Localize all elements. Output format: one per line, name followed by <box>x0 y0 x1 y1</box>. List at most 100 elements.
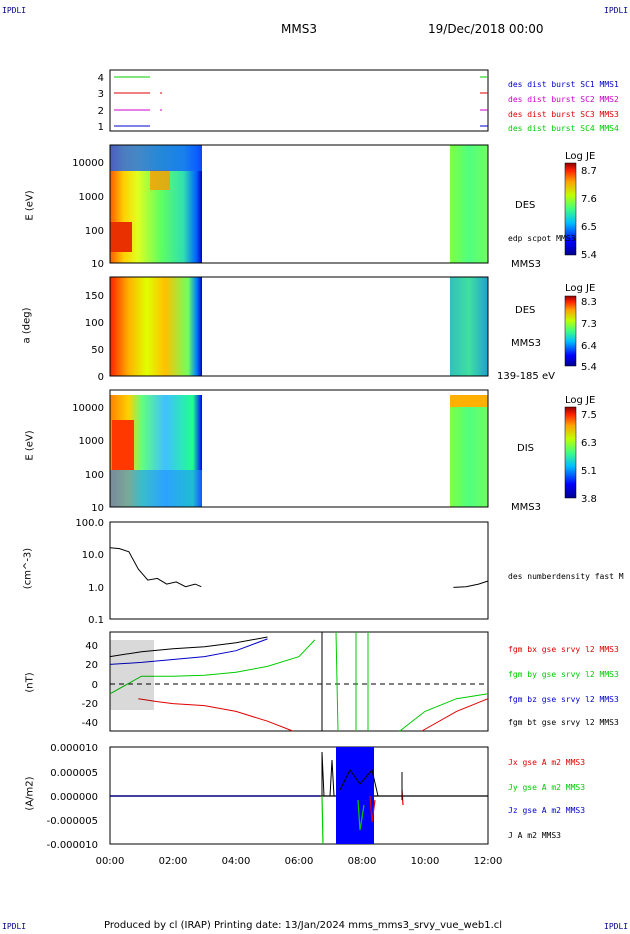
dis-energy-ytick-100: 100 <box>85 470 104 481</box>
density-line-late <box>453 580 489 588</box>
current-legend-j: J A m2 MMS3 <box>508 831 561 840</box>
time-tick-0800: 08:00 <box>348 856 377 867</box>
des-energy-cbar-tick-3: 5.4 <box>581 250 597 261</box>
des-pitch-ytick-50: 50 <box>91 345 104 356</box>
bfield-ytick-m20: -20 <box>82 699 98 710</box>
dis-energy-cbar-tick-2: 5.1 <box>581 466 597 477</box>
des-energy-cbar-tick-1: 7.6 <box>581 194 597 205</box>
density-line-early <box>109 547 202 588</box>
des-energy-cbar-tick-2: 6.5 <box>581 222 597 233</box>
des-pitch-panel: 0 50 100 150 <box>85 276 577 383</box>
des-pitch-ytick-100: 100 <box>85 318 104 329</box>
time-tick-0200: 02:00 <box>159 856 188 867</box>
des-energy-ytick-10: 10 <box>91 259 104 270</box>
dis-energy-late-top <box>450 395 488 407</box>
bfield-ytick-0: 0 <box>92 680 98 691</box>
dis-energy-low-band <box>110 470 202 507</box>
des-pitch-colorbar <box>564 295 577 367</box>
current-panel: -0.000010 -0.000005 0.000000 0.000005 0.… <box>47 743 489 851</box>
burst-ytick-3: 3 <box>98 89 104 100</box>
spacecraft-title: MMS3 <box>281 22 317 36</box>
dis-energy-cbar-tick-1: 6.3 <box>581 438 597 449</box>
des-pitch-ylabel: a (deg) <box>21 307 33 344</box>
density-ytick-0.1: 0.1 <box>88 615 104 626</box>
des-pitch-spectrogram <box>110 277 202 376</box>
time-tick-1000: 10:00 <box>411 856 440 867</box>
dis-energy-cbar-tick-3: 3.8 <box>581 494 597 505</box>
dis-energy-label: DIS <box>517 443 534 454</box>
burst-legend-mms2: des dist burst SC2 MMS2 <box>508 95 619 104</box>
bfield-line-bx <box>138 698 293 732</box>
des-pitch-late-interval <box>450 277 488 376</box>
bfield-legend-bz: fgm bz gse srvy l2 MMS3 <box>508 695 619 704</box>
bfield-legend-bx: fgm bx gse srvy l2 MMS3 <box>508 645 619 654</box>
des-energy-sc-label: MMS3 <box>511 259 541 270</box>
current-ytick-5: 0.000005 <box>50 768 98 779</box>
des-pitch-sc-label: MMS3 <box>511 338 541 349</box>
des-energy-label: DES <box>515 200 536 211</box>
des-pitch-ytick-0: 0 <box>98 372 104 383</box>
des-energy-ytick-100: 100 <box>85 226 104 237</box>
des-pitch-frame <box>109 276 489 377</box>
time-tick-0600: 06:00 <box>285 856 314 867</box>
bfield-line-by <box>109 639 316 695</box>
density-ytick-100: 100.0 <box>75 518 104 529</box>
dis-energy-cbar-tick-0: 7.5 <box>581 410 597 421</box>
bfield-line-bx-recover <box>421 698 489 732</box>
dis-energy-frame <box>109 389 489 508</box>
des-energy-frame <box>109 144 489 264</box>
current-ytick-10: 0.000010 <box>50 743 98 754</box>
bfield-ytick-40: 40 <box>85 641 98 652</box>
bfield-legend-by: fgm by gse srvy l2 MMS3 <box>508 670 619 679</box>
dis-energy-late-interval <box>450 395 488 507</box>
current-j-spikes <box>321 751 379 797</box>
burst-panel: 1 2 3 4 <box>98 69 489 133</box>
des-pitch-cbar-tick-1: 7.3 <box>581 319 597 330</box>
bfield-ytick-m40: -40 <box>82 718 98 729</box>
des-energy-cbar-tick-0: 8.7 <box>581 166 597 177</box>
current-legend-jx: Jx gse A m2 MMS3 <box>508 758 586 767</box>
dis-energy-ytick-1000: 1000 <box>79 436 104 447</box>
dis-energy-hot-patch <box>112 420 134 470</box>
corner-label-bottom-left: IPDLI <box>2 922 27 931</box>
dis-energy-ytick-10: 10 <box>91 503 104 514</box>
time-axis: 00:00 02:00 04:00 06:00 08:00 10:00 12:0… <box>96 856 503 867</box>
des-energy-blue-top <box>110 145 202 171</box>
dis-energy-colorbar <box>564 406 577 499</box>
current-ylabel: (A/m2) <box>24 776 36 811</box>
current-legend-jz: Jz gse A m2 MMS3 <box>508 806 586 815</box>
des-pitch-cbar-title: Log JE <box>565 283 596 294</box>
time-tick-0400: 04:00 <box>222 856 251 867</box>
burst-legend-mms3: des dist burst SC3 MMS3 <box>508 110 619 119</box>
des-energy-cbar-title: Log JE <box>565 151 596 162</box>
corner-label-top-left: IPDLI <box>2 6 27 15</box>
current-jx-spikes <box>369 789 404 823</box>
bfield-line-bt <box>109 636 268 658</box>
bfield-ylabel: (nT) <box>24 672 36 693</box>
dis-energy-sc-label: MMS3 <box>511 502 541 513</box>
des-energy-warm-patch <box>150 170 170 190</box>
dis-energy-cbar-title: Log JE <box>565 395 596 406</box>
corner-label-bottom-right: IPDLI <box>604 922 629 931</box>
bfield-line-bz <box>109 638 268 665</box>
footer-credits: Produced by cl (IRAP) Printing date: 13/… <box>104 920 503 931</box>
burst-ytick-2: 2 <box>98 106 104 117</box>
bfield-noisy-interval <box>110 640 154 710</box>
bfield-line-by-recover <box>399 693 489 732</box>
burst-frame <box>109 69 489 132</box>
des-energy-panel: 10 100 1000 10000 <box>72 144 577 270</box>
des-energy-ytick-10000: 10000 <box>72 158 104 169</box>
bfield-ytick-20: 20 <box>85 660 98 671</box>
bfield-spike-2 <box>335 631 339 732</box>
des-pitch-energy-range: 139-185 eV <box>497 371 555 382</box>
density-ytick-1: 1.0 <box>88 583 104 594</box>
bfield-panel: -40 -20 0 20 40 <box>82 631 489 732</box>
des-energy-ylabel: E (eV) <box>24 190 36 221</box>
current-jy-spikes <box>321 795 365 845</box>
burst-legend-mms4: des dist burst SC4 MMS4 <box>508 124 619 133</box>
des-pitch-ytick-150: 150 <box>85 291 104 302</box>
burst-legend-mms1: des dist burst SC1 MMS1 <box>508 80 619 89</box>
density-ylabel: (cm^-3) <box>22 547 34 590</box>
des-pitch-cbar-tick-3: 5.4 <box>581 362 597 373</box>
